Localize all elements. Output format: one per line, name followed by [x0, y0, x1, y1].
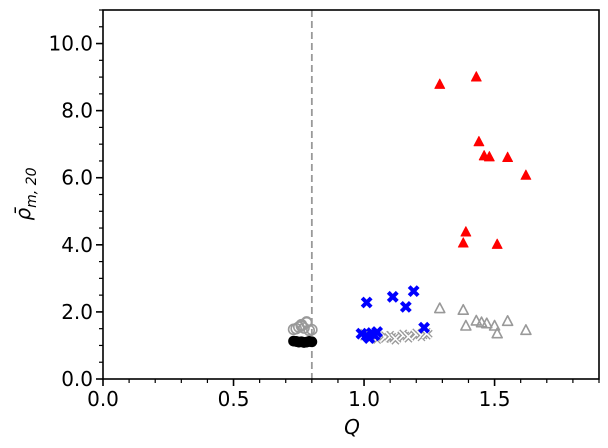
x-tick-label: 0.0	[87, 387, 119, 411]
data-point	[483, 151, 495, 162]
data-point	[460, 319, 472, 331]
y-tick-label: 2.0	[61, 300, 93, 324]
data-point	[480, 317, 493, 329]
y-axis: 0.0 2.0 4.0 6.0 8.0 10.0	[48, 9, 103, 391]
data-point	[306, 336, 318, 348]
x-tick-label: 0.5	[218, 387, 250, 411]
data-point	[433, 302, 446, 314]
data-point-inner	[390, 333, 401, 344]
data-point	[502, 151, 514, 163]
data-point	[360, 296, 373, 309]
data-point	[407, 285, 420, 298]
y-tick-label: 6.0	[61, 166, 93, 190]
data-point-inner	[403, 331, 414, 342]
data-point	[371, 326, 384, 338]
data-point	[488, 319, 501, 331]
y-tick-label: 4.0	[61, 233, 93, 257]
data-point	[473, 135, 485, 147]
plot-area	[102, 9, 600, 380]
data-point	[306, 323, 318, 336]
plot-frame	[102, 9, 600, 380]
data-point	[418, 321, 431, 334]
data-point	[491, 238, 503, 249]
y-axis-label-subscript: m, 20	[24, 167, 40, 207]
y-axis-label-main: ρ̄	[11, 207, 35, 221]
data-point	[457, 303, 470, 316]
data-point	[300, 316, 313, 328]
x-axis: 0.0 0.5 1.0 1.5	[87, 379, 600, 411]
data-point	[520, 324, 532, 336]
data-point	[457, 237, 469, 248]
x-tick-label: 1.5	[479, 387, 511, 411]
data-point	[470, 71, 482, 82]
data-point	[501, 315, 514, 327]
data-point	[460, 226, 472, 237]
x-tick-label: 1.0	[348, 387, 380, 411]
y-tick-label: 8.0	[61, 99, 93, 123]
y-tick-label: 10.0	[48, 32, 93, 56]
data-point	[298, 322, 310, 334]
data-point	[470, 314, 483, 326]
y-axis-label: ρ̄m, 20	[11, 167, 40, 220]
data-point	[386, 290, 399, 303]
x-axis-label: Q	[344, 415, 360, 439]
data-point	[399, 300, 412, 313]
data-point	[434, 78, 446, 89]
y-tick-label: 0.0	[61, 367, 93, 391]
data-point	[491, 327, 503, 339]
data-point	[520, 169, 532, 180]
